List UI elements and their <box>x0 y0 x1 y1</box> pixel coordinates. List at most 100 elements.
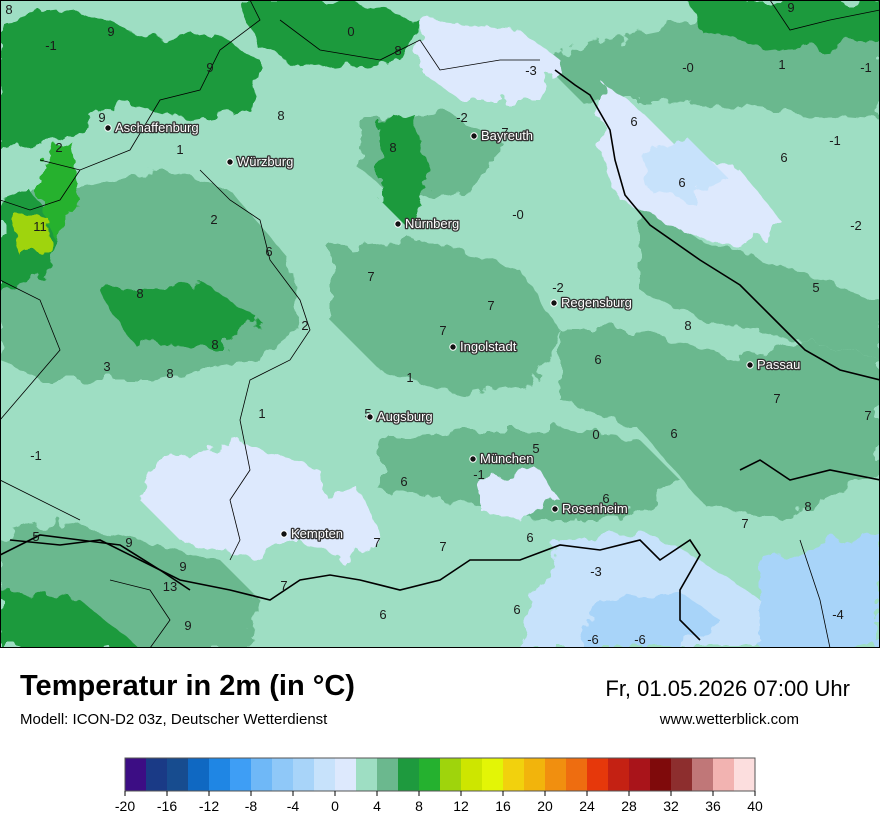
legend-tick-label: 28 <box>621 798 637 814</box>
value-label: 6 <box>602 491 609 506</box>
city-markers: Aschaffenburg Würzburg Bayreuth Nürnberg Reg… <box>104 119 802 542</box>
city-label: Ingolstadt <box>460 339 517 354</box>
legend-color-box <box>671 758 693 791</box>
legend-color-box <box>230 758 252 791</box>
value-label: 8 <box>389 140 396 155</box>
value-label: 7 <box>280 578 287 593</box>
legend-color-box <box>146 758 168 791</box>
website-credit: www.wetterblick.com <box>659 711 799 728</box>
legend-color-box <box>251 758 273 791</box>
value-label: 6 <box>678 175 685 190</box>
city-münchen: München <box>469 450 535 467</box>
legend-tick-label: -20 <box>115 798 135 814</box>
value-label: 1 <box>406 370 413 385</box>
state-borders <box>0 0 880 648</box>
legend-color-box <box>125 758 147 791</box>
value-label: 8 <box>211 337 218 352</box>
value-label: 6 <box>594 352 601 367</box>
value-label: 13 <box>163 579 177 594</box>
city-bayreuth: Bayreuth <box>470 127 534 144</box>
legend-color-box <box>650 758 672 791</box>
legend-color-box <box>272 758 294 791</box>
value-label: 7 <box>773 391 780 406</box>
legend-color-box <box>440 758 462 791</box>
value-label: 6 <box>265 244 272 259</box>
legend-color-box <box>356 758 378 791</box>
city-label: Würzburg <box>237 154 293 169</box>
legend-color-box <box>629 758 651 791</box>
legend-canvas: -20 -16 -12 -8 -4 0 4 8 12 16 20 24 28 32 36 40 <box>115 757 763 814</box>
city-dot <box>746 361 754 369</box>
map-title: Temperatur in 2m (in °C) <box>20 670 355 702</box>
value-label: -3 <box>525 63 537 78</box>
value-label: 6 <box>780 150 787 165</box>
city-rosenheim: Rosenheim <box>551 500 629 517</box>
value-label: 7 <box>741 516 748 531</box>
legend-tick-label: -4 <box>287 798 300 814</box>
legend-tick-label: 12 <box>453 798 469 814</box>
value-label: 8 <box>136 286 143 301</box>
legend-tick-label: -16 <box>157 798 177 814</box>
value-label: 1 <box>258 406 265 421</box>
temperature-map: 8 9 -1 9 0 8 -3 9 -0 1 -1 9 8 -2 7 6 2 1 8 6 -1 11 2 -0 6 -2 6 7 -2 7… <box>0 0 880 648</box>
value-label: 11 <box>33 219 47 234</box>
value-label: 6 <box>670 426 677 441</box>
legend-color-box <box>419 758 441 791</box>
value-label: -6 <box>587 632 599 647</box>
city-label: Augsburg <box>377 409 433 424</box>
temperature-field <box>0 0 880 648</box>
legend-tick-label: 20 <box>537 798 553 814</box>
legend-tick-label: 24 <box>579 798 595 814</box>
legend-tick-label: 40 <box>747 798 763 814</box>
value-label: 8 <box>166 366 173 381</box>
value-label: 6 <box>400 474 407 489</box>
legend-tick-label: 32 <box>663 798 679 814</box>
value-label: 9 <box>107 24 114 39</box>
value-label: 6 <box>630 114 637 129</box>
value-label: 7 <box>501 125 508 140</box>
value-label: -2 <box>456 110 468 125</box>
legend-color-box <box>608 758 630 791</box>
value-label: -1 <box>473 467 485 482</box>
value-label: 7 <box>373 535 380 550</box>
city-dot <box>550 299 558 307</box>
value-label: 5 <box>812 280 819 295</box>
value-label: -2 <box>552 280 564 295</box>
legend-color-box <box>482 758 504 791</box>
legend-tick-label: 8 <box>415 798 423 814</box>
city-label: Regensburg <box>561 295 632 310</box>
value-label: 7 <box>487 298 494 313</box>
value-label: 6 <box>526 530 533 545</box>
legend-color-box <box>713 758 735 791</box>
value-label: 9 <box>179 559 186 574</box>
value-label: -1 <box>860 60 872 75</box>
city-label: Aschaffenburg <box>115 120 199 135</box>
legend-color-box <box>461 758 483 791</box>
city-dot <box>280 530 288 538</box>
legend-color-box <box>545 758 567 791</box>
legend-color-box <box>209 758 231 791</box>
value-label: 2 <box>210 212 217 227</box>
value-label: 9 <box>184 618 191 633</box>
value-label: -4 <box>832 607 844 622</box>
value-label: 9 <box>98 110 105 125</box>
model-caption: Modell: ICON-D2 03z, Deutscher Wetterdie… <box>20 711 328 728</box>
city-nürnberg: Nürnberg <box>394 215 461 232</box>
value-label: 2 <box>301 318 308 333</box>
value-label: 3 <box>103 359 110 374</box>
city-label: München <box>480 451 533 466</box>
value-label: 6 <box>379 607 386 622</box>
city-kempten: Kempten <box>280 525 344 542</box>
legend-tick-label: -8 <box>245 798 258 814</box>
legend-tick-label: 36 <box>705 798 721 814</box>
city-label: Kempten <box>291 526 343 541</box>
legend-color-box <box>314 758 336 791</box>
value-label: 7 <box>439 323 446 338</box>
value-label: 5 <box>532 441 539 456</box>
legend-color-box <box>734 758 756 791</box>
legend-color-box <box>524 758 546 791</box>
value-label: 2 <box>55 140 62 155</box>
value-label: -1 <box>45 38 57 53</box>
value-label: -2 <box>850 218 862 233</box>
